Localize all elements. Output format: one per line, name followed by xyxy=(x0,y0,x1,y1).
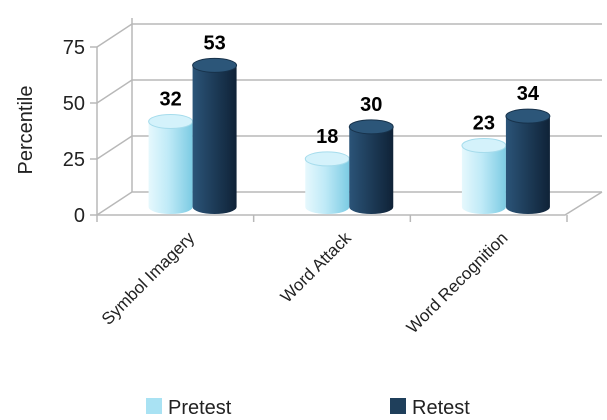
bar-top xyxy=(461,138,507,154)
gridline xyxy=(96,191,602,216)
y-axis-label: Percentile xyxy=(15,86,37,175)
category-labels: Symbol Imagery Word Attack Word Recognitio… xyxy=(98,228,512,337)
category-label: Symbol Imagery xyxy=(98,228,199,329)
data-label: 53 xyxy=(203,32,225,54)
bar-body xyxy=(305,158,350,215)
bar-top xyxy=(348,119,394,135)
bars xyxy=(148,57,551,215)
bar-top xyxy=(304,151,350,167)
bar xyxy=(461,138,507,215)
y-tick-label: 75 xyxy=(63,37,85,59)
legend: Pretest Retest xyxy=(146,397,470,419)
legend-swatch xyxy=(146,398,162,414)
bar-top xyxy=(148,113,194,129)
data-label: 23 xyxy=(473,113,495,135)
y-axis-ticks: 0 25 50 75 xyxy=(63,37,85,227)
chart-frame xyxy=(96,18,133,215)
category-label: Word Recognition xyxy=(403,228,512,337)
bar xyxy=(505,108,551,215)
y-tick-label: 50 xyxy=(63,93,85,115)
bar xyxy=(148,113,194,215)
y-tick-label: 25 xyxy=(63,149,85,171)
bar-top xyxy=(505,108,551,124)
gridlines xyxy=(90,23,603,222)
gridline xyxy=(96,79,602,104)
data-label: 30 xyxy=(360,94,382,116)
bar xyxy=(304,151,350,215)
category-label: Word Attack xyxy=(277,228,355,306)
bar-body xyxy=(505,116,550,215)
bar xyxy=(348,119,394,215)
legend-label: Pretest xyxy=(168,397,232,419)
legend-swatch xyxy=(390,398,406,414)
data-label: 32 xyxy=(159,88,181,110)
bar xyxy=(192,57,238,215)
y-tick-label: 0 xyxy=(74,205,85,227)
bar-body xyxy=(148,121,193,215)
data-label: 34 xyxy=(517,83,540,105)
data-labels: 32 53 18 30 23 34 xyxy=(159,32,539,148)
gridline xyxy=(96,135,602,160)
gridline xyxy=(96,23,602,48)
bar-body xyxy=(192,65,237,215)
bar-body xyxy=(349,126,394,215)
bar-body xyxy=(461,145,506,215)
data-label: 18 xyxy=(316,126,338,148)
legend-label: Retest xyxy=(412,397,470,419)
bar-top xyxy=(192,57,238,73)
